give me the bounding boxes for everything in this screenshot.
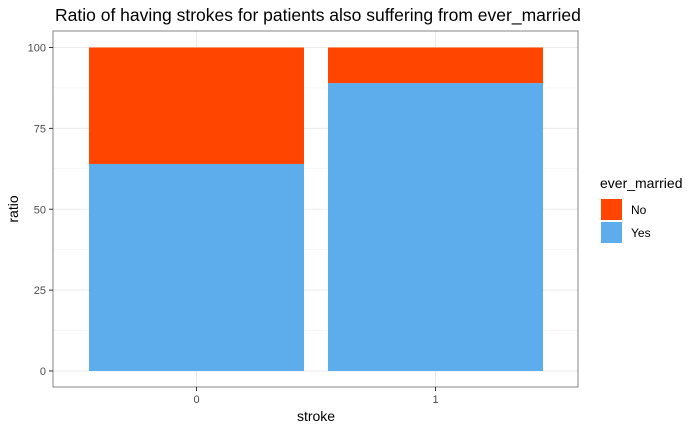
plot-panel: [52, 30, 579, 388]
bar-yes-0: [89, 163, 304, 371]
bar-yes-1: [328, 83, 543, 372]
bars: [89, 47, 543, 372]
x-tick-label: 1: [432, 394, 438, 406]
legend-label-no: No: [631, 203, 647, 217]
x-axis-title: stroke: [297, 408, 335, 424]
y-axis-title: ratio: [5, 195, 21, 222]
bar-no-1: [328, 47, 543, 84]
legend-entries: No Yes: [601, 199, 651, 243]
x-tick-label: 0: [193, 394, 199, 406]
legend: ever_married No Yes: [600, 175, 682, 243]
y-tick-label: 0: [40, 366, 46, 378]
y-tick-label: 50: [34, 204, 46, 216]
y-axis: 0 25 50 75 100: [28, 43, 53, 378]
y-tick-label: 75: [34, 123, 46, 135]
bar-no-0: [89, 47, 304, 164]
legend-key-no: [601, 199, 622, 220]
chart-title: Ratio of having strokes for patients als…: [55, 5, 581, 26]
legend-key-yes: [601, 222, 622, 243]
y-tick-label: 100: [28, 43, 46, 55]
legend-title: ever_married: [600, 175, 682, 191]
legend-label-yes: Yes: [631, 226, 651, 240]
y-tick-label: 25: [34, 285, 46, 297]
